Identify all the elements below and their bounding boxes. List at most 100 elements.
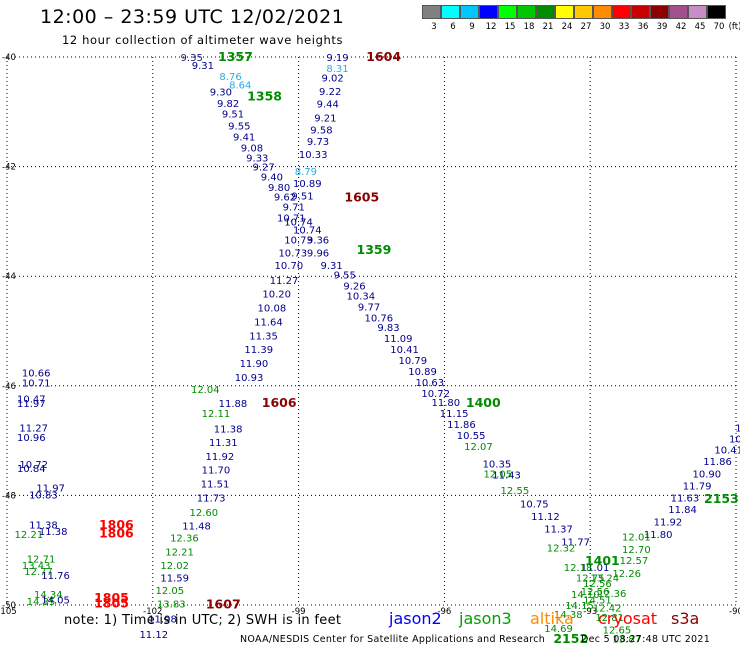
- wave-height-value: 12.75: [576, 574, 605, 585]
- x-tick-label: -96: [437, 607, 451, 617]
- wave-height-value: 14.10: [571, 590, 600, 601]
- colorbar-label: 21: [542, 22, 554, 32]
- wave-height-value: 10.72: [421, 389, 450, 400]
- wave-height-value: 9.62: [274, 193, 296, 204]
- pass-time-label: 1607: [206, 596, 241, 611]
- wave-height-value: 10.90: [693, 469, 722, 480]
- wave-height-value: 11.70: [202, 466, 231, 477]
- pass-time-label: 1401: [585, 553, 620, 568]
- colorbar-label: 33: [618, 22, 630, 32]
- colorbar-swatch: [593, 5, 612, 19]
- wave-height-value: 9.26: [343, 282, 365, 293]
- wave-height-value: 9.41: [233, 132, 255, 143]
- wave-height-value: 9.51: [222, 109, 244, 120]
- colorbar-label: 12: [485, 22, 497, 32]
- wave-height-value: 10.33: [299, 150, 328, 161]
- wave-height-value: 10.41: [714, 445, 740, 456]
- wave-height-value: 10.34: [346, 291, 375, 302]
- wave-height-value: 12.01: [622, 533, 651, 544]
- wave-height-value: 9.44: [317, 100, 339, 111]
- wave-height-value: 10.41: [390, 345, 419, 356]
- wave-height-value: 10.86: [729, 434, 740, 445]
- wave-height-value: 11.88: [219, 399, 248, 410]
- wave-height-value: 10.84: [17, 464, 46, 475]
- wave-height-value: 9.22: [319, 87, 341, 98]
- wave-height-value: 11.86: [447, 420, 476, 431]
- wave-height-value: 11.51: [201, 479, 230, 490]
- colorbar-label: 3: [431, 22, 437, 32]
- wave-height-value: 8.76: [219, 72, 241, 83]
- wave-height-value: 9.82: [217, 99, 239, 110]
- legend-s3a: s3a: [671, 609, 700, 628]
- colorbar-label: 24: [561, 22, 573, 32]
- wave-height-value: 12.56: [583, 579, 612, 590]
- wave-height-value: 11.64: [254, 318, 283, 329]
- wave-height-value: 9.77: [358, 302, 380, 313]
- y-tick-label: -48: [2, 491, 16, 501]
- wave-height-value: 11.98: [148, 615, 177, 626]
- y-tick-label: -50: [2, 601, 16, 611]
- wave-height-value: 14.35: [27, 597, 56, 608]
- pass-time-label: 1359: [357, 242, 392, 257]
- wave-height-value: 10.76: [364, 313, 393, 324]
- wave-height-value: 9.55: [334, 271, 356, 282]
- wave-height-value: 11.86: [703, 457, 732, 468]
- wave-height-value: 11.92: [206, 452, 235, 463]
- wave-height-value: 9.27: [252, 163, 274, 174]
- colorbar-swatch: [688, 5, 707, 19]
- wave-height-value: 13.83: [157, 599, 186, 610]
- wave-height-value: 12.81: [595, 613, 624, 624]
- wave-height-value: 10.96: [17, 433, 46, 444]
- wave-height-value: 12.65: [603, 626, 632, 637]
- wave-height-value: 11.27: [19, 423, 48, 434]
- credit-line: NOAA/NESDIS Center for Satellite Applica…: [240, 634, 546, 645]
- wave-height-value: 9.55: [228, 122, 250, 133]
- y-tick-label: -42: [2, 163, 16, 173]
- wave-height-value: 12.02: [160, 561, 189, 572]
- generated-timestamp: Dec 5 08:27:48 UTC 2021: [581, 634, 711, 645]
- colorbar-label: 70: [713, 22, 725, 32]
- wave-height-value: 12.05: [155, 586, 184, 597]
- wave-height-value: 11.35: [249, 331, 278, 342]
- wave-height-value: 8.79: [295, 167, 317, 178]
- wave-height-value: 14.38: [554, 610, 583, 621]
- wave-height-value: 12.60: [190, 508, 219, 519]
- pass-time-label: 1805: [94, 590, 129, 605]
- wave-height-value: 10.35: [483, 460, 512, 471]
- wave-height-value: 9.40: [261, 172, 283, 183]
- colorbar-label: 9: [469, 22, 475, 32]
- colorbar-swatch: [422, 5, 441, 19]
- wave-height-value: 9.31: [321, 261, 343, 272]
- wave-height-value: 12.26: [612, 569, 641, 580]
- x-tick-label: -99: [292, 607, 306, 617]
- wave-height-value: 10.74: [293, 226, 322, 237]
- wave-height-value: 9.96: [307, 249, 329, 260]
- wave-height-value: 11.59: [160, 574, 189, 585]
- wave-height-value: 12.56: [581, 587, 610, 598]
- pass-time-label: 1806: [99, 526, 134, 541]
- wave-height-value: 10.93: [235, 373, 264, 384]
- pass-time-label: 1805: [94, 595, 129, 610]
- wave-height-value: 11.84: [668, 505, 697, 516]
- legend-jason2: jason2: [389, 609, 442, 628]
- pass-time-label: 1400: [466, 395, 501, 410]
- pass-time-label: 1806: [99, 517, 134, 532]
- colorbar-swatch: [612, 5, 631, 19]
- colorbar-label: 15: [504, 22, 516, 32]
- wave-height-value: 11.97: [36, 484, 65, 495]
- x-tick-label: -105: [0, 607, 17, 617]
- wave-height-value: 10.47: [17, 394, 46, 405]
- wave-height-value: 9.73: [307, 137, 329, 148]
- wave-height-value: 11.73: [197, 494, 226, 505]
- wave-height-value: 12.07: [464, 442, 493, 453]
- wave-height-value: 11.27: [270, 276, 299, 287]
- wave-height-value: 10.70: [275, 261, 304, 272]
- wave-height-value: 10.20: [262, 290, 291, 301]
- colorbar-label: 45: [694, 22, 706, 32]
- wave-height-value: 12.55: [501, 486, 530, 497]
- colorbar-label: 18: [523, 22, 535, 32]
- wave-height-value: 12.70: [622, 545, 651, 556]
- wave-height-value: 11.76: [41, 571, 70, 582]
- wave-height-value: 12.04: [191, 385, 220, 396]
